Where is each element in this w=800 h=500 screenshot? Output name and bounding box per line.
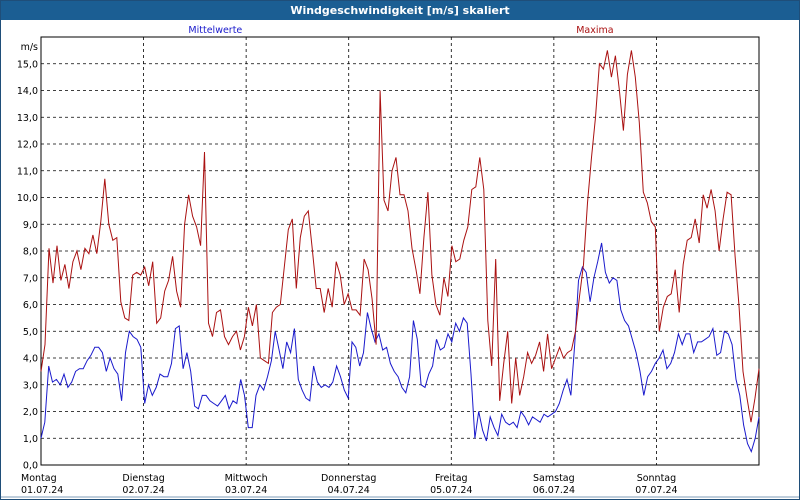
- y-tick-label: 15,0: [17, 59, 38, 70]
- x-tick-date: 02.07.24: [122, 485, 164, 496]
- y-tick-label: 11,0: [17, 166, 38, 177]
- plot-frame: [40, 36, 760, 466]
- legend-label-0: Mittelwerte: [188, 25, 242, 36]
- x-tick-weekday: Samstag: [533, 473, 575, 484]
- y-tick-label: 2,0: [23, 407, 38, 418]
- legend-label-1: Maxima: [576, 25, 613, 36]
- series-line-0: [40, 242, 760, 453]
- series-line-1: [40, 50, 760, 423]
- wind-speed-chart: 0,0 1,0 2,0 3,0 4,0 5,0 6,0 7,0 8,0 9,0 10,0 11,0 12…: [1, 25, 799, 498]
- window-title: Windgeschwindigkeit [m/s] skaliert: [1, 1, 799, 20]
- y-tick-label: 4,0: [23, 354, 38, 365]
- y-tick-label: 0,0: [23, 461, 38, 472]
- y-tick-label: 7,0: [23, 273, 38, 284]
- y-tick-label: 13,0: [17, 113, 38, 124]
- x-tick-weekday: Sonntag: [637, 473, 676, 484]
- y-tick-label: 8,0: [23, 247, 38, 258]
- x-tick-date: 04.07.24: [328, 485, 370, 496]
- y-tick-label: 6,0: [23, 300, 38, 311]
- y-tick-label: 10,0: [17, 193, 38, 204]
- y-axis-label: m/s: [21, 42, 38, 53]
- x-tick-date: 06.07.24: [533, 485, 575, 496]
- x-tick-date: 05.07.24: [430, 485, 472, 496]
- x-tick-weekday: Montag: [21, 473, 57, 484]
- y-tick-label: 9,0: [23, 220, 38, 231]
- x-tick-date: 03.07.24: [225, 485, 267, 496]
- y-tick-label: 5,0: [23, 327, 38, 338]
- x-tick-weekday: Freitag: [435, 473, 468, 484]
- x-tick-date: 01.07.24: [21, 485, 63, 496]
- x-tick-weekday: Dienstag: [122, 473, 164, 484]
- x-tick-weekday: Donnerstag: [321, 473, 376, 484]
- y-tick-label: 14,0: [17, 86, 38, 97]
- y-tick-label: 3,0: [23, 380, 38, 391]
- x-tick-weekday: Mittwoch: [225, 473, 268, 484]
- x-tick-date: 07.07.24: [635, 485, 677, 496]
- y-tick-label: 12,0: [17, 140, 38, 151]
- y-tick-label: 1,0: [23, 434, 38, 445]
